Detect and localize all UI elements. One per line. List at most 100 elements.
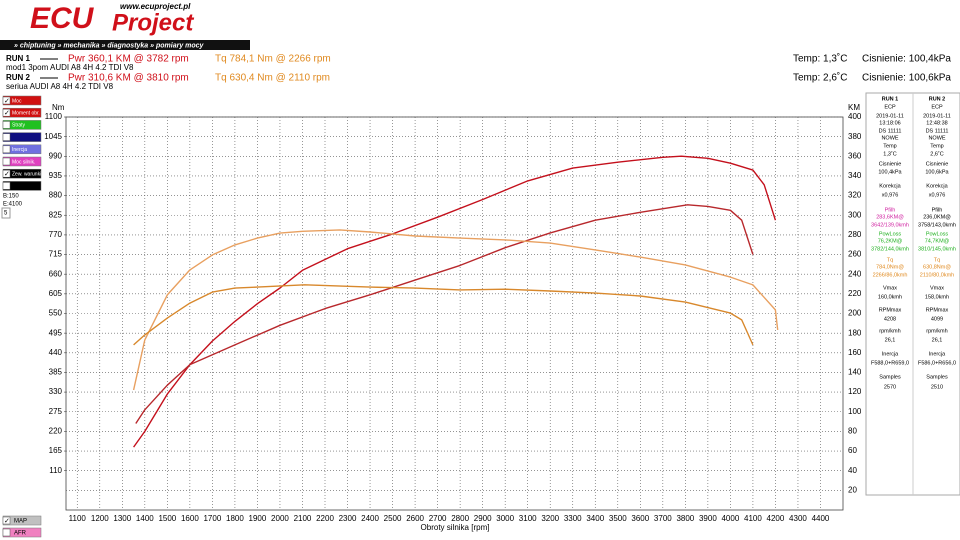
x-tick-label: 3100 — [519, 514, 537, 523]
y2-tick-label: 40 — [848, 466, 857, 475]
y-tick-label: 495 — [49, 328, 63, 337]
x-tick-label: 1600 — [181, 514, 199, 523]
result-cell: 2110/80,0kmh — [920, 272, 954, 278]
y2-tick-label: 320 — [848, 191, 862, 200]
y-tick-label: 1045 — [44, 132, 62, 141]
toggle-label: MAP — [14, 519, 27, 525]
toggle-label: Moment obr. — [12, 111, 40, 117]
result-cell: rpm/kmh — [879, 328, 900, 334]
x-tick-label: 2500 — [384, 514, 402, 523]
result-cell: DS 11111 — [926, 128, 949, 134]
result-cell: 3810/145,0kmh — [918, 246, 956, 252]
y2-tick-label: 400 — [848, 112, 862, 121]
tagline-bar — [0, 40, 250, 50]
result-cell: 3642/139,0kmh — [871, 222, 909, 228]
checkbox[interactable] — [2, 169, 11, 178]
x-axis-title: Obroty silnika [rpm] — [421, 523, 490, 532]
y-tick-label: 715 — [49, 250, 63, 259]
result-cell: NOWE — [928, 135, 945, 141]
result-cell: Vmax — [883, 285, 897, 291]
x-tick-label: 3700 — [654, 514, 672, 523]
x-tick-label: 4200 — [767, 514, 785, 523]
result-cell: Korekcja — [926, 183, 948, 189]
check-mark: ✓ — [4, 171, 10, 178]
y2-tick-label: 180 — [848, 328, 862, 337]
x-tick-label: 2400 — [361, 514, 379, 523]
result-cell: RUN 1 — [882, 96, 899, 102]
y2-tick-label: 160 — [848, 348, 862, 357]
result-cell: 1,3˚C — [883, 150, 896, 157]
run-description: seriua AUDI A8 4H 4.2 TDI V8 — [6, 82, 114, 91]
run-torque: Tq 630,4 Nm @ 2110 rpm — [215, 73, 330, 84]
y-tick-label: 660 — [49, 269, 63, 278]
x-tick-label: 2900 — [474, 514, 492, 523]
result-cell: RUN 2 — [929, 96, 946, 102]
checkbox[interactable] — [2, 528, 11, 537]
y2-tick-label: 220 — [848, 289, 862, 298]
result-cell: Tq — [934, 257, 940, 263]
y-tick-label: 880 — [49, 191, 63, 200]
y2-tick-label: 340 — [848, 171, 862, 180]
x-tick-label: 4100 — [744, 514, 762, 523]
checkbox[interactable] — [2, 182, 11, 190]
y-tick-label: 1100 — [45, 112, 63, 121]
result-cell: 236,0KM@ — [923, 214, 951, 220]
x-tick-label: 3300 — [564, 514, 582, 523]
result-cell: Vmax — [930, 285, 944, 291]
x-tick-label: 1400 — [136, 514, 154, 523]
smoothing-box[interactable] — [1, 207, 11, 219]
checkbox[interactable] — [2, 157, 11, 166]
run-description: mod1 3pom AUDI A8 4H 4.2 TDI V8 — [6, 63, 134, 72]
y2-tick-label: 120 — [848, 387, 862, 396]
y-tick-label: 550 — [49, 309, 63, 318]
y2-tick-label: 360 — [848, 151, 862, 160]
run-pressure: Cisnienie: 100,6kPa — [862, 73, 951, 84]
y-tick-label: 330 — [49, 387, 63, 396]
y2-tick-label: 60 — [848, 446, 857, 455]
result-cell: x0,976 — [929, 192, 946, 198]
run-temp: Temp: 1,3˚C — [793, 53, 847, 65]
result-cell: NOWE — [881, 135, 898, 141]
toggle-label: Zew. warunki — [12, 172, 41, 178]
curve — [132, 229, 779, 391]
result-cell: 784,0Nm@ — [876, 264, 904, 270]
result-cell: rpm/kmh — [926, 328, 947, 334]
result-cell: 3758/143,0kmh — [918, 222, 956, 228]
result-cell: Temp — [930, 143, 943, 149]
website: www.ecuproject.pl — [120, 2, 191, 11]
result-cell: 74,7KM@ — [925, 238, 950, 244]
x-tick-label: 3900 — [699, 514, 717, 523]
result-cell: 13:18:06 — [879, 120, 900, 126]
toggle-label: AFR — [14, 531, 27, 537]
result-cell: PowLoss — [926, 231, 949, 237]
checkbox[interactable] — [2, 516, 11, 525]
check-mark: ✓ — [4, 98, 10, 105]
y2-tick-label: 200 — [848, 309, 862, 318]
y-tick-label: 770 — [49, 230, 63, 239]
checkbox[interactable] — [2, 121, 11, 129]
checkbox[interactable] — [2, 145, 11, 154]
y-tick-label: 275 — [49, 407, 63, 416]
curve — [133, 284, 754, 346]
x-tick-label: 4400 — [812, 514, 830, 523]
x-tick-label: 2800 — [451, 514, 469, 523]
y2-axis-title: KM — [848, 103, 860, 112]
range-end: E:4100 — [3, 202, 23, 208]
result-cell: Cisnienie — [879, 161, 902, 167]
result-cell: 160,0kmh — [878, 294, 902, 300]
run-label: RUN 2 — [6, 73, 31, 82]
result-cell: Temp — [883, 143, 896, 149]
x-tick-label: 3800 — [676, 514, 694, 523]
x-tick-label: 2000 — [271, 514, 289, 523]
x-tick-label: 1500 — [158, 514, 176, 523]
toggle-label: Moc silnik. — [12, 159, 35, 165]
x-tick-label: 4000 — [721, 514, 739, 523]
checkbox[interactable] — [2, 133, 11, 141]
y2-tick-label: 300 — [848, 210, 862, 219]
tagline: » chiptuning » mechanika » diagnostyka »… — [14, 42, 205, 49]
checkbox[interactable] — [2, 96, 11, 105]
result-cell: 2019-01-11 — [923, 113, 951, 119]
result-cell: 76,2KM@ — [878, 238, 903, 244]
checkbox[interactable] — [2, 108, 11, 117]
